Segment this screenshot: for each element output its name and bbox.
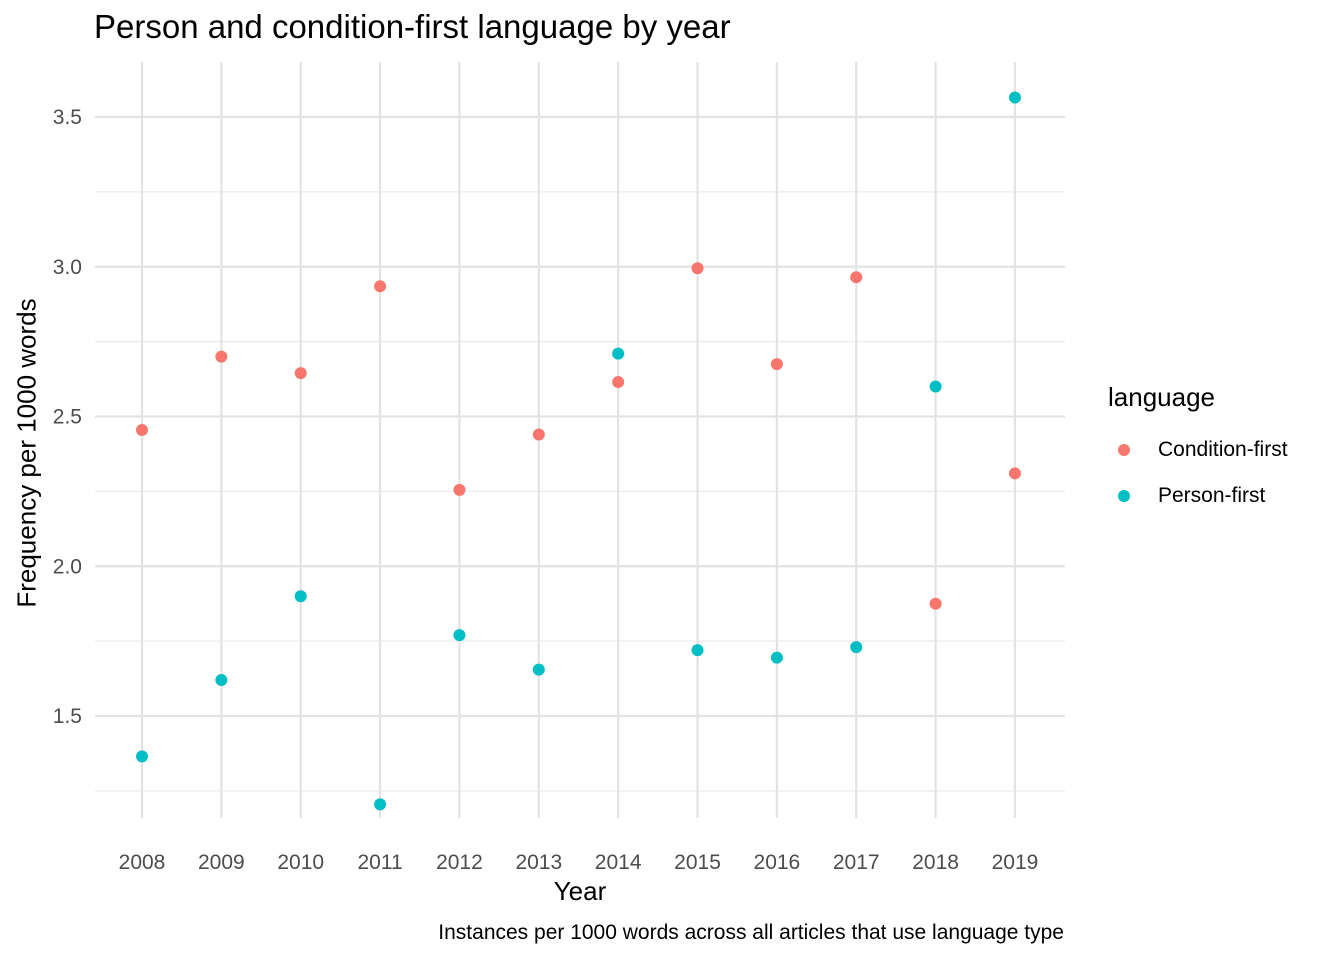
point-condition-first-2018 [929,597,942,610]
y-axis-label: Frequency per 1000 words [11,298,42,608]
x-tick-label: 2017 [833,851,880,874]
point-condition-first-2014 [612,376,625,389]
point-person-first-2016 [770,651,783,664]
legend-item-condition-first: Condition-first [1118,436,1288,464]
point-condition-first-2019 [1008,467,1021,480]
data-points [136,91,1021,811]
chart-caption: Instances per 1000 words across all arti… [438,921,1064,944]
legend-dot-condition-first [1118,444,1130,456]
x-axis-label: Year [553,876,607,906]
axis-ticks: 1.5 2.0 2.5 3.0 3.5 2008 2009 2010 2011 2012 2013 2… [53,106,1039,874]
x-tick-label: 2010 [277,851,324,874]
y-tick-label: 2.0 [53,555,82,578]
point-person-first-2010 [294,590,307,603]
point-person-first-2011 [374,798,387,811]
x-tick-label: 2014 [595,851,642,874]
point-condition-first-2008 [136,423,148,436]
x-tick-label: 2015 [674,851,721,874]
point-person-first-2013 [532,663,545,676]
y-tick-label: 1.5 [53,705,82,728]
legend-item-person-first: Person-first [1118,482,1265,510]
point-condition-first-2010 [294,367,307,380]
x-tick-label: 2019 [992,851,1039,874]
point-condition-first-2012 [453,483,466,496]
point-condition-first-2015 [691,262,704,275]
point-person-first-2012 [453,629,466,642]
point-condition-first-2016 [770,358,783,371]
chart-title: Person and condition-first language by y… [94,8,731,45]
point-person-first-2018 [929,380,942,393]
legend-label-person-first: Person-first [1158,484,1266,507]
grid-lines [95,62,1065,818]
y-tick-label: 2.5 [53,406,82,429]
x-tick-label: 2009 [198,851,245,874]
point-person-first-2008 [136,750,148,763]
point-condition-first-2009 [215,350,228,363]
point-person-first-2014 [612,347,625,360]
y-tick-label: 3.0 [53,256,82,279]
point-condition-first-2013 [532,428,545,441]
x-tick-label: 2011 [357,851,402,874]
x-tick-label: 2018 [912,851,959,874]
legend-title: language [1108,382,1215,412]
legend-dot-person-first [1118,490,1130,502]
x-tick-label: 2013 [515,851,562,874]
point-condition-first-2011 [374,280,387,293]
x-tick-label: 2012 [436,851,483,874]
point-person-first-2017 [850,641,863,654]
x-tick-label: 2008 [119,851,166,874]
point-person-first-2019 [1008,91,1021,104]
legend-label-condition-first: Condition-first [1158,438,1288,461]
x-tick-label: 2016 [754,851,801,874]
point-condition-first-2017 [850,271,863,284]
y-tick-label: 3.5 [53,106,82,129]
point-person-first-2009 [215,674,228,687]
point-person-first-2015 [691,644,704,657]
